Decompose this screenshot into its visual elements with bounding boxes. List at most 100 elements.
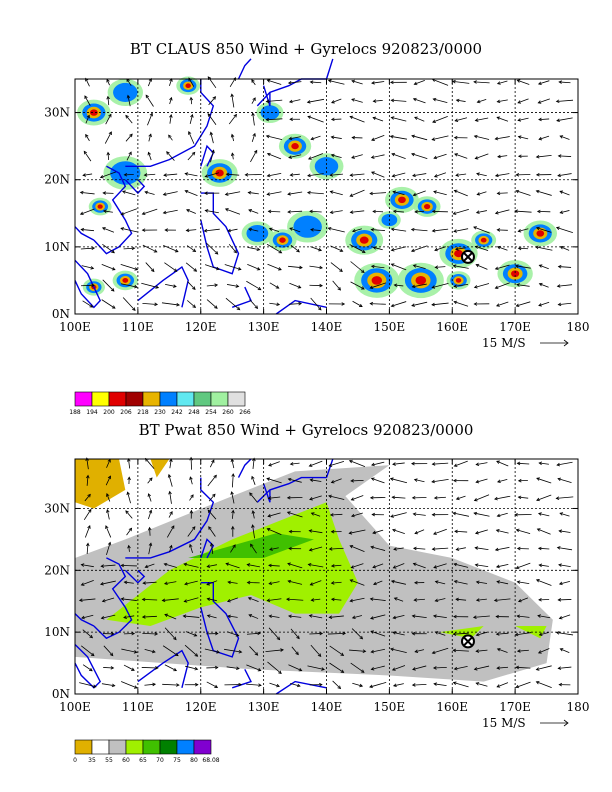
wind-vector-head <box>169 96 173 101</box>
wind-vector <box>210 132 214 144</box>
wind-vector <box>518 228 529 232</box>
cloud-core-coldest <box>455 278 462 283</box>
wind-vector-head <box>371 81 375 85</box>
wind-vector <box>121 208 138 215</box>
wind-vector <box>309 210 322 213</box>
wind-vector <box>184 597 199 602</box>
cloud-core <box>293 215 322 238</box>
wind-vector-head <box>515 303 520 308</box>
wind-vector-head <box>452 511 457 516</box>
x-tick-label: 130E <box>248 320 280 334</box>
wind-vector-head <box>431 462 436 466</box>
wind-vector <box>225 191 241 195</box>
wind-vector <box>162 683 179 686</box>
wind-vector-head <box>432 666 437 670</box>
wind-vector <box>332 280 341 291</box>
wind-vector-head <box>267 514 272 518</box>
wind-vector-head <box>340 652 345 656</box>
wind-vector <box>536 579 552 586</box>
wind-vector <box>414 116 425 122</box>
wind-vector <box>290 628 300 639</box>
wind-vector <box>231 134 235 142</box>
wind-vector-head <box>204 174 209 178</box>
wind-vector-head <box>189 509 194 514</box>
colorbar-label: 80 <box>190 757 198 764</box>
wind-vector <box>474 512 490 517</box>
wind-vector-head <box>99 174 104 179</box>
wind-vector-head <box>287 210 291 214</box>
wind-vector-head <box>106 95 110 100</box>
wind-vector <box>148 134 152 142</box>
wind-vector <box>143 581 157 584</box>
wind-vector-head <box>330 153 335 158</box>
wind-vector <box>349 460 366 467</box>
wind-vector <box>311 512 321 517</box>
wind-vector <box>207 598 217 602</box>
wind-vector <box>79 682 97 688</box>
wind-vector <box>560 246 570 251</box>
wind-vector <box>206 242 219 255</box>
wind-vector-head <box>537 100 542 104</box>
wind-vector-head <box>413 81 418 86</box>
wind-vector-head <box>289 227 293 231</box>
wind-vector-head <box>101 227 106 231</box>
wind-vector-head <box>308 547 313 552</box>
x-tick-label: 180 <box>567 700 590 714</box>
wind-vector-head <box>414 649 419 653</box>
wind-vector-head <box>411 461 415 466</box>
wind-vector-head <box>236 306 241 311</box>
wind-vector <box>434 172 447 178</box>
wind-vector <box>125 510 133 519</box>
wind-vector-head <box>371 137 375 141</box>
colorbar-label: 218 <box>137 409 149 416</box>
wind-vector <box>121 681 138 689</box>
wind-vector <box>81 645 95 656</box>
wind-vector <box>329 662 344 673</box>
wind-vector <box>330 210 343 213</box>
field-pwat-60-east2 <box>515 625 547 639</box>
wind-vector-head <box>494 266 499 271</box>
wind-vector-head <box>89 634 94 639</box>
wind-vector <box>559 580 570 585</box>
wind-vector-head <box>252 457 256 462</box>
colorbar-swatch <box>125 739 144 755</box>
wind-vector-head <box>360 669 365 673</box>
wind-vector-head <box>390 248 395 252</box>
wind-vector-head <box>90 652 95 657</box>
wind-vector <box>228 581 238 584</box>
wind-vector <box>497 155 508 158</box>
wind-vector <box>433 615 447 618</box>
cloud-core-coldest <box>215 169 224 177</box>
cloud-core-coldest <box>480 237 487 243</box>
cloud-core-coldest <box>97 204 103 209</box>
wind-vector-head <box>370 477 375 481</box>
wind-vector <box>289 227 301 233</box>
wind-vector-head <box>392 462 396 466</box>
wind-vector <box>372 529 384 534</box>
wind-vector <box>371 477 385 484</box>
wind-vector-head <box>207 113 212 117</box>
wind-vector <box>249 492 258 503</box>
wind-vector-head <box>556 546 561 550</box>
wind-vector <box>186 209 196 214</box>
wind-vector <box>331 581 342 584</box>
wind-vector <box>267 512 281 517</box>
wind-vector <box>249 299 258 309</box>
wind-vector <box>291 646 299 655</box>
wind-vector-head <box>131 667 135 671</box>
wind-vector-head <box>475 649 480 653</box>
wind-vector-head <box>538 632 543 637</box>
wind-vector <box>145 563 155 568</box>
wind-vector <box>559 135 570 140</box>
y-tick-label: 30N <box>44 501 70 515</box>
wind-vector <box>144 648 156 653</box>
wind-vector-head <box>206 614 211 618</box>
wind-vector <box>251 133 256 143</box>
wind-vector <box>141 667 158 669</box>
wind-vector <box>391 99 407 102</box>
wind-vector-head <box>309 209 313 214</box>
wind-vector <box>207 509 217 520</box>
chart-title-pwat: BT Pwat 850 Wind + Gyrelocs 920823/0000 <box>138 421 474 439</box>
wind-vector-head <box>296 635 300 640</box>
